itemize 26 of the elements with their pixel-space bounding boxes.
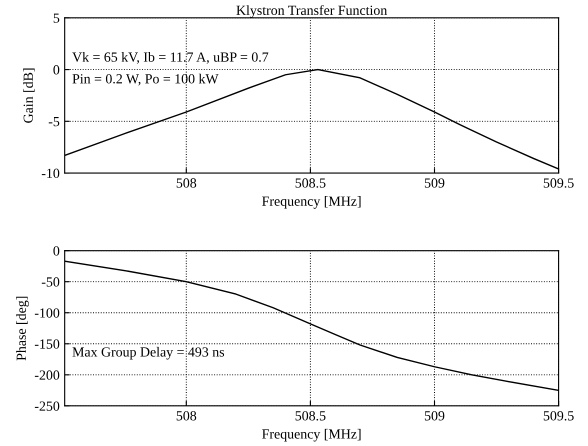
x-tick-label: 509.5: [544, 411, 574, 421]
annotation: Vk = 65 kV, Ib = 11.7 A, uBP = 0.7: [72, 52, 268, 64]
x-axis-title: Frequency [MHz]: [262, 428, 361, 442]
chart-title: Klystron Transfer Function: [236, 5, 388, 18]
x-tick-label: 509: [424, 411, 444, 420]
y-tick-label: 0: [53, 65, 60, 75]
y-tick-label: -200: [34, 370, 60, 380]
x-tick-label: 508: [176, 178, 196, 188]
annotation: Pin = 0.2 W, Po = 100 kW: [72, 74, 219, 86]
y-tick-label: 5: [54, 14, 60, 23]
x-tick-label: 508.5: [296, 411, 326, 421]
y-tick-label: -100: [34, 308, 60, 318]
y-axis-title: Gain [dB]: [23, 68, 35, 123]
annotation: Max Group Delay = 493 ns: [72, 346, 224, 360]
x-tick-label: 509.5: [544, 178, 574, 188]
x-tick-label: 508.5: [296, 178, 326, 188]
x-axis-title: Frequency [MHz]: [262, 196, 361, 209]
y-tick-label: -50: [42, 277, 60, 287]
x-tick-label: 508: [176, 411, 196, 420]
y-axis-title: Phase [deg]: [16, 296, 29, 360]
y-tick-label: 0: [53, 246, 60, 256]
y-tick-label: -150: [34, 339, 60, 349]
x-tick-label: 509: [424, 178, 444, 188]
y-tick-label: -5: [48, 117, 60, 126]
y-tick-label: -10: [42, 168, 60, 178]
y-tick-label: -250: [34, 401, 60, 411]
